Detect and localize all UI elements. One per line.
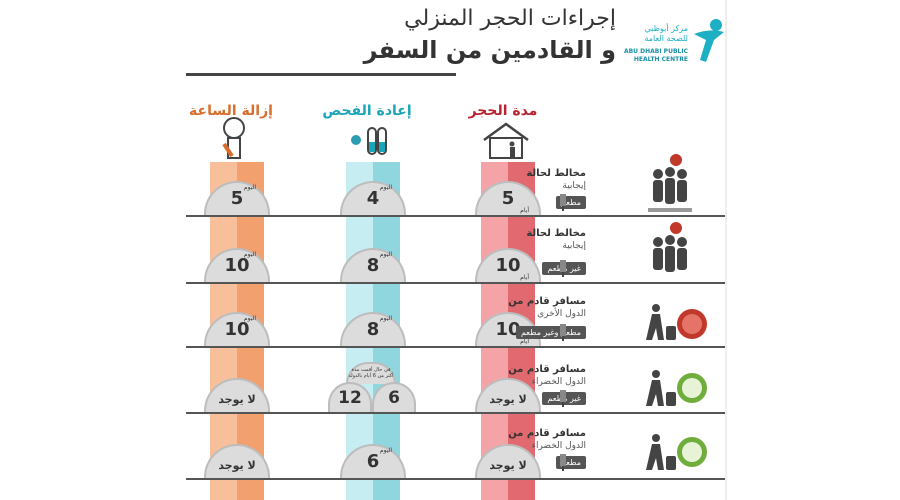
watch-removal-icon — [222, 117, 245, 159]
column-header-removal: إزالة الساعة — [189, 103, 273, 119]
test-tube-icon — [351, 127, 387, 155]
syringe-icon — [560, 194, 566, 211]
column-header-retest: إعادة الفحص — [322, 103, 412, 119]
syringe-icon — [560, 324, 566, 341]
row5-label: مسافر قادم من الدول الخضراء — [508, 428, 586, 451]
row-divider — [186, 282, 726, 284]
traveler-virus-icon — [646, 304, 707, 340]
row3-tag: مطعم وغير مطعم — [515, 326, 586, 339]
people-group-icon — [653, 222, 687, 272]
row1-label: مخالط لحالة إيجابية — [526, 168, 586, 191]
house-icon — [483, 122, 529, 159]
page-title: إجراءات الحجر المنزلي و القادمين من السف… — [364, 4, 616, 66]
logo-arabic-name: مركز أبوظبي للصحة العامة — [644, 24, 688, 43]
column-header-quarantine: مدة الحجر — [468, 103, 538, 119]
row-divider — [186, 412, 726, 414]
syringe-icon — [560, 260, 566, 277]
row3-label: مسافر قادم من الدول الأخرى — [508, 296, 586, 319]
page-edge — [725, 0, 727, 500]
traveler-globe-icon — [646, 434, 707, 470]
removal-value-row2: اليوم 10 — [204, 248, 270, 282]
title-line-1: إجراءات الحجر المنزلي — [404, 6, 616, 31]
retest-value-row4-a: 6 — [372, 382, 416, 412]
logo-english-name: ABU DHABI PUBLIC HEALTH CENTRE — [623, 48, 688, 63]
row2-label: مخالط لحالة إيجابية — [526, 228, 586, 251]
title-underline — [186, 73, 456, 76]
infographic-page: إجراءات الحجر المنزلي و القادمين من السف… — [176, 0, 726, 500]
row-divider — [186, 478, 726, 480]
syringe-icon — [560, 390, 566, 407]
retest-value-row4-b: 12 — [328, 382, 372, 412]
people-group-icon — [648, 154, 692, 212]
logo-mark-icon — [694, 19, 724, 62]
traveler-globe-icon — [646, 370, 707, 406]
title-line-2: و القادمين من السفر — [363, 36, 616, 64]
syringe-icon — [560, 454, 566, 471]
row-divider — [186, 215, 726, 217]
row-divider — [186, 346, 726, 348]
row4-label: مسافر قادم من الدول الخضراء — [508, 364, 586, 387]
adphc-logo: مركز أبوظبي للصحة العامة ABU DHABI PUBLI… — [596, 18, 726, 68]
